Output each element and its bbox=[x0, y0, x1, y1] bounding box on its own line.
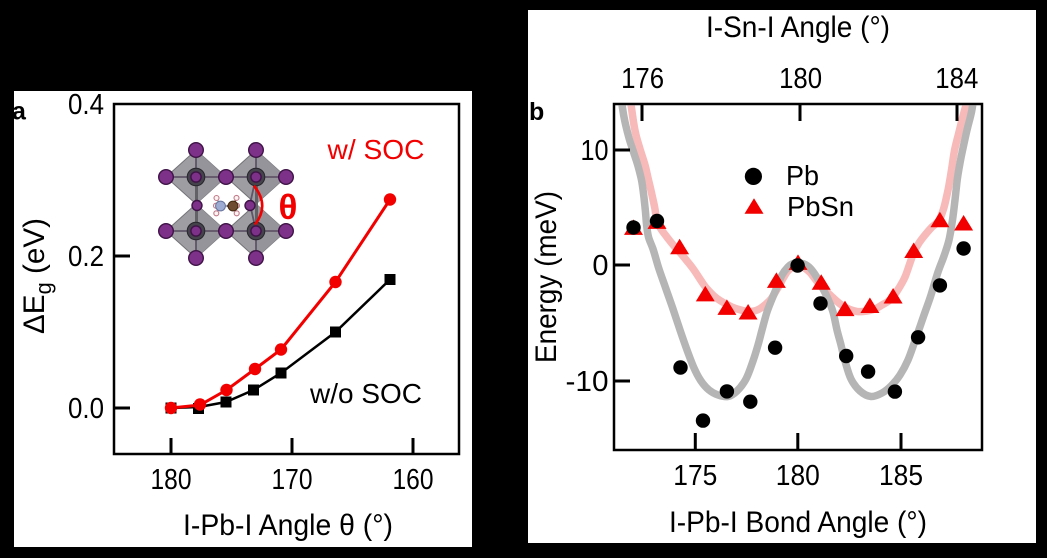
svg-text:175: 175 bbox=[673, 460, 717, 492]
svg-text:0.0: 0.0 bbox=[68, 393, 104, 425]
svg-text:180: 180 bbox=[779, 63, 822, 95]
svg-text:PbSn: PbSn bbox=[787, 191, 854, 222]
svg-text:0.2: 0.2 bbox=[68, 241, 104, 273]
svg-text:Pb: Pb bbox=[786, 160, 819, 191]
svg-text:184: 184 bbox=[935, 63, 978, 95]
svg-text:0.4: 0.4 bbox=[68, 89, 104, 121]
svg-text:I-Pb-I Angle θ (°): I-Pb-I Angle θ (°) bbox=[183, 509, 393, 542]
svg-text:170: 170 bbox=[272, 464, 313, 496]
svg-text:I-Sn-I Angle (°): I-Sn-I Angle (°) bbox=[706, 11, 890, 44]
svg-text:w/ SOC: w/ SOC bbox=[326, 134, 424, 165]
svg-text:a: a bbox=[12, 98, 27, 126]
svg-text:0: 0 bbox=[592, 250, 608, 282]
svg-text:10: 10 bbox=[581, 135, 609, 167]
svg-text:I-Pb-I Bond Angle (°): I-Pb-I Bond Angle (°) bbox=[669, 506, 927, 539]
svg-text:b: b bbox=[529, 98, 544, 126]
svg-text:Energy (meV): Energy (meV) bbox=[530, 191, 563, 363]
svg-text:180: 180 bbox=[151, 464, 192, 496]
svg-text:ΔEg (eV): ΔEg (eV) bbox=[18, 218, 56, 334]
svg-text:185: 185 bbox=[879, 460, 923, 492]
svg-text:w/o SOC: w/o SOC bbox=[309, 378, 422, 409]
svg-text:176: 176 bbox=[621, 63, 664, 95]
svg-text:-10: -10 bbox=[566, 366, 609, 398]
svg-text:160: 160 bbox=[393, 464, 434, 496]
svg-text:180: 180 bbox=[776, 460, 820, 492]
svg-text:θ: θ bbox=[279, 188, 298, 227]
